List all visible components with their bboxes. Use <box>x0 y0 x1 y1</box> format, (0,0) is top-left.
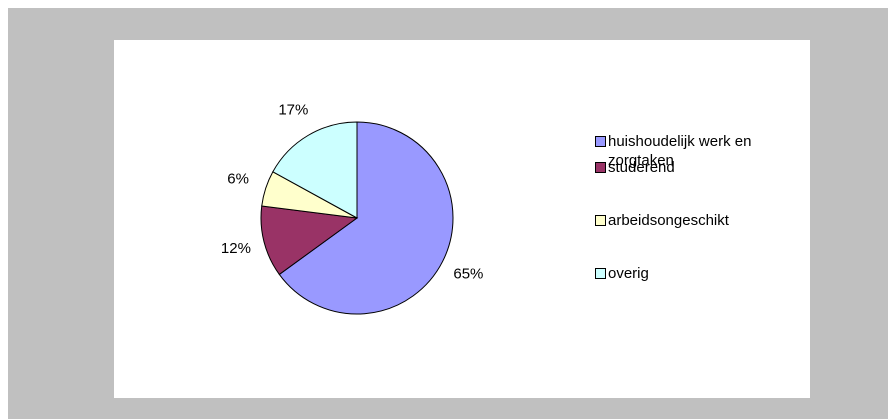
chart: 65% 12% 6% 17% <box>221 101 483 315</box>
legend-swatch <box>595 162 606 173</box>
legend-label: huishoudelijk werk en zorgtaken <box>608 133 752 169</box>
legend-swatch <box>595 215 606 226</box>
background: 65% 12% 6% 17% huishoudelijk werk en zorgta… <box>8 8 888 419</box>
pie-slice <box>278 121 454 315</box>
legend-label: arbeidsongeschikt <box>608 212 729 229</box>
pie-slice <box>260 205 359 276</box>
legend-item: huishoudelijk werk en zorgtaken <box>595 132 796 170</box>
legend-item: arbeidsongeschikt <box>595 211 796 230</box>
pie-slice <box>272 121 358 219</box>
data-label: 6% <box>227 170 249 187</box>
legend-item: studerend <box>595 158 796 177</box>
legend-label: overig <box>608 265 649 282</box>
data-label: 65% <box>453 266 483 283</box>
legend-item: overig <box>595 264 796 283</box>
legend-swatch <box>595 268 606 279</box>
legend-swatch <box>595 136 606 147</box>
legend-label: studerend <box>608 159 675 176</box>
data-label: 12% <box>221 240 251 257</box>
data-label: 17% <box>278 101 308 118</box>
chart-area: 65% 12% 6% 17% huishoudelijk werk en zorgta… <box>114 40 810 398</box>
